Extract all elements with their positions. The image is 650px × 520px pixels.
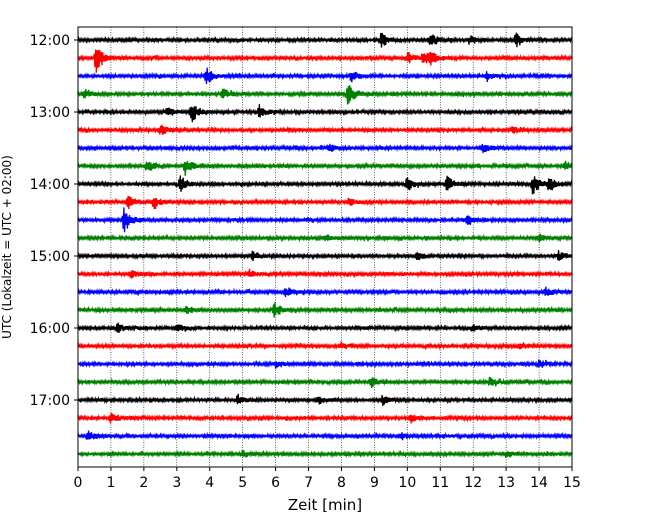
y-tick-label: 17:00	[30, 393, 70, 409]
trace-1230	[77, 67, 573, 84]
trace-1730	[77, 430, 573, 441]
x-tick-label: 7	[304, 475, 313, 491]
y-tick-label: 15:00	[30, 249, 70, 265]
traces	[77, 32, 573, 459]
trace-1215	[77, 49, 573, 73]
x-tick-label: 1	[106, 475, 115, 491]
x-tick-label: 12	[464, 475, 482, 491]
x-tick-label: 5	[238, 475, 247, 491]
y-tick-label: 12:00	[30, 33, 70, 49]
x-tick-label: 15	[563, 475, 581, 491]
trace-1400	[77, 175, 573, 195]
x-tick-label: 6	[271, 475, 280, 491]
y-tick-label: 16:00	[30, 321, 70, 337]
trace-1345	[77, 160, 573, 176]
trace-1200	[77, 32, 573, 48]
grid	[110, 27, 540, 467]
x-tick-label: 9	[370, 475, 379, 491]
x-tick-label: 8	[337, 475, 346, 491]
trace-1615	[77, 341, 573, 351]
x-tick-label: 11	[431, 475, 449, 491]
trace-1745	[77, 449, 573, 459]
y-axis-label: UTC (Lokalzeit = UTC + 02:00)	[0, 155, 14, 339]
trace-1715	[77, 412, 573, 424]
trace-1415	[77, 195, 573, 210]
x-tick-label: 4	[205, 475, 214, 491]
trace-1515	[77, 268, 573, 279]
trace-1430	[77, 207, 573, 233]
trace-1330	[77, 143, 573, 154]
trace-1445	[77, 233, 573, 243]
trace-1645	[77, 376, 573, 389]
trace-1530	[77, 286, 573, 297]
x-tick-label: 13	[497, 475, 515, 491]
trace-1700	[77, 393, 573, 406]
x-tick-label: 3	[172, 475, 181, 491]
trace-1300	[77, 104, 573, 123]
trace-1245	[77, 85, 573, 105]
axes: 0 1 2 3 4 5 6 7 8 9 10 11 12 13 14 1512:0013:0014:0015:…	[30, 33, 581, 491]
trace-1545	[77, 302, 573, 318]
trace-1500	[77, 250, 573, 262]
x-tick-label: 0	[74, 475, 83, 491]
trace-1630	[77, 359, 573, 369]
trace-1600	[77, 322, 573, 333]
y-tick-label: 13:00	[30, 105, 70, 121]
x-axis-label: Zeit [min]	[288, 496, 362, 514]
x-tick-label: 10	[398, 475, 416, 491]
plot-frame	[77, 26, 573, 468]
y-tick-label: 14:00	[30, 177, 70, 193]
x-tick-label: 2	[139, 475, 148, 491]
x-tick-label: 14	[530, 475, 548, 491]
trace-1315	[77, 124, 573, 135]
